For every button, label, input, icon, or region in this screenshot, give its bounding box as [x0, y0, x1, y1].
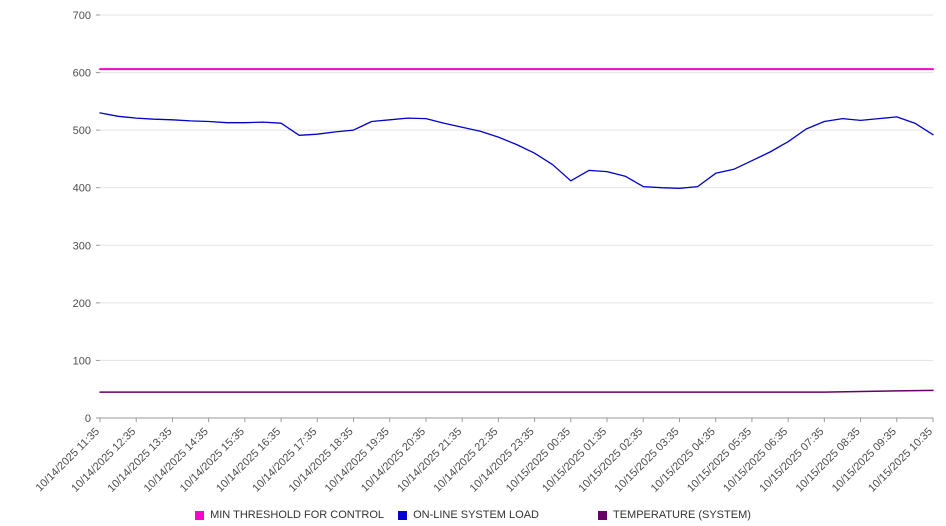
svg-text:10/14/2025 17:35: 10/14/2025 17:35 — [250, 426, 319, 494]
svg-text:10/14/2025 19:35: 10/14/2025 19:35 — [323, 426, 392, 494]
chart-legend: MIN THRESHOLD FOR CONTROL ON-LINE SYSTEM… — [0, 499, 946, 526]
svg-text:10/14/2025 20:35: 10/14/2025 20:35 — [359, 426, 428, 494]
svg-text:10/14/2025 22:35: 10/14/2025 22:35 — [431, 426, 500, 494]
svg-text:10/15/2025 08:35: 10/15/2025 08:35 — [794, 426, 863, 494]
svg-text:10/14/2025 15:35: 10/14/2025 15:35 — [178, 426, 247, 494]
svg-text:100: 100 — [73, 355, 91, 367]
legend-item-temperature: TEMPERATURE (SYSTEM) — [597, 509, 751, 521]
legend-item-min-threshold: MIN THRESHOLD FOR CONTROL — [195, 509, 384, 521]
legend-swatch-min-threshold-icon — [195, 510, 205, 520]
svg-text:0: 0 — [85, 413, 91, 425]
legend-swatch-temperature-icon — [597, 510, 607, 520]
svg-text:500: 500 — [73, 125, 91, 137]
legend-label-system-load: ON-LINE SYSTEM LOAD — [413, 509, 539, 521]
svg-text:200: 200 — [73, 298, 91, 310]
legend-label-temperature: TEMPERATURE (SYSTEM) — [612, 509, 751, 521]
svg-text:10/15/2025 03:35: 10/15/2025 03:35 — [613, 426, 682, 494]
svg-text:10/15/2025 07:35: 10/15/2025 07:35 — [757, 426, 826, 494]
svg-text:10/14/2025 23:35: 10/14/2025 23:35 — [468, 426, 537, 494]
svg-text:10/14/2025 12:35: 10/14/2025 12:35 — [69, 426, 138, 494]
legend-swatch-system-load-icon — [398, 510, 408, 520]
svg-text:10/15/2025 09:35: 10/15/2025 09:35 — [830, 426, 899, 494]
svg-text:700: 700 — [73, 10, 91, 22]
svg-text:10/14/2025 11:35: 10/14/2025 11:35 — [34, 426, 102, 494]
svg-text:10/15/2025 01:35: 10/15/2025 01:35 — [540, 426, 609, 494]
svg-text:10/15/2025 10:35: 10/15/2025 10:35 — [866, 426, 935, 494]
svg-text:10/15/2025 05:35: 10/15/2025 05:35 — [685, 426, 754, 494]
svg-text:10/15/2025 02:35: 10/15/2025 02:35 — [576, 426, 645, 494]
svg-text:10/14/2025 21:35: 10/14/2025 21:35 — [395, 426, 464, 494]
svg-text:10/15/2025 06:35: 10/15/2025 06:35 — [721, 426, 790, 494]
legend-label-min-threshold: MIN THRESHOLD FOR CONTROL — [210, 509, 385, 521]
svg-text:400: 400 — [73, 183, 91, 195]
svg-text:10/14/2025 16:35: 10/14/2025 16:35 — [214, 426, 283, 494]
legend-item-system-load: ON-LINE SYSTEM LOAD — [398, 509, 539, 521]
svg-text:10/15/2025 00:35: 10/15/2025 00:35 — [504, 426, 573, 494]
svg-text:600: 600 — [73, 68, 91, 80]
svg-text:300: 300 — [73, 240, 91, 252]
svg-text:10/15/2025 04:35: 10/15/2025 04:35 — [649, 426, 718, 494]
svg-text:10/14/2025 14:35: 10/14/2025 14:35 — [142, 426, 211, 494]
svg-text:10/14/2025 18:35: 10/14/2025 18:35 — [287, 426, 356, 494]
svg-text:10/14/2025 13:35: 10/14/2025 13:35 — [106, 426, 175, 494]
